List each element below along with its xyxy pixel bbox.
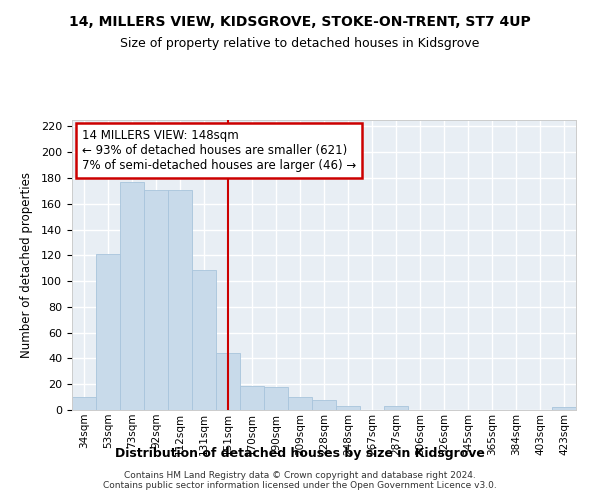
Bar [264,387,288,410]
Bar [288,397,312,410]
Text: Distribution of detached houses by size in Kidsgrove: Distribution of detached houses by size … [115,448,485,460]
Bar [312,400,336,410]
Bar [168,190,192,410]
Text: Size of property relative to detached houses in Kidsgrove: Size of property relative to detached ho… [121,38,479,51]
Bar [96,254,120,410]
Text: 14 MILLERS VIEW: 148sqm
← 93% of detached houses are smaller (621)
7% of semi-de: 14 MILLERS VIEW: 148sqm ← 93% of detache… [82,128,356,172]
Bar [336,406,360,410]
Bar [72,397,96,410]
Bar [120,182,144,410]
Text: Contains HM Land Registry data © Crown copyright and database right 2024.
Contai: Contains HM Land Registry data © Crown c… [103,470,497,490]
Bar [192,270,216,410]
Bar [216,354,240,410]
Bar [240,386,264,410]
Bar [384,406,408,410]
Bar [144,190,168,410]
Y-axis label: Number of detached properties: Number of detached properties [20,172,32,358]
Text: 14, MILLERS VIEW, KIDSGROVE, STOKE-ON-TRENT, ST7 4UP: 14, MILLERS VIEW, KIDSGROVE, STOKE-ON-TR… [69,15,531,29]
Bar [552,408,576,410]
